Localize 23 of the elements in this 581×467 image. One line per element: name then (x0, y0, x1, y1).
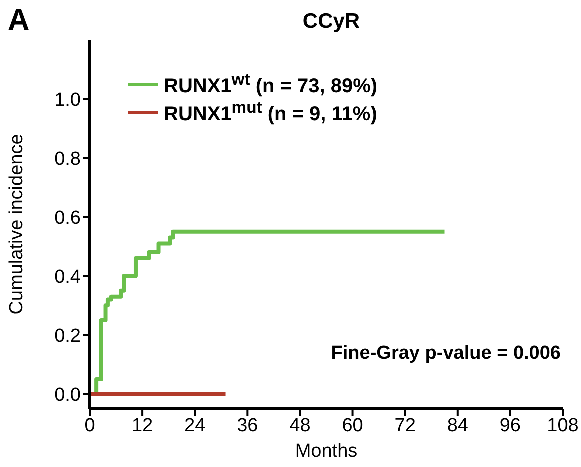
text: A (8, 4, 30, 37)
y-tick-label: 0.6 (54, 208, 81, 229)
y-tick-label: 1.0 (54, 90, 81, 111)
x-tick-label: 48 (290, 415, 311, 436)
chart-title: CCyR (302, 10, 360, 33)
x-tick-label: 0 (84, 415, 96, 436)
x-tick-label: 12 (132, 415, 154, 436)
annotation: Fine-Gray p-value = 0.006 (331, 343, 561, 364)
x-tick-label: 108 (547, 415, 579, 436)
x-tick-label: 84 (447, 415, 469, 436)
y-axis-title: Cumulative incidence (6, 134, 28, 315)
x-tick-label: 60 (342, 415, 364, 436)
y-tick-label: 0.0 (54, 384, 81, 406)
legend-label: RUNX1$^{mut}$ (n = 9, 11%) (164, 98, 378, 126)
y-tick-label: 0.2 (54, 326, 81, 347)
x-tick-label: 24 (184, 415, 206, 436)
x-tick-label: 72 (394, 415, 416, 436)
x-tick-label: 96 (500, 415, 522, 436)
y-tick-label: 0.4 (54, 266, 82, 288)
x-axis-title: Months (295, 441, 358, 462)
legend-label: RUNX1$^{wt}$ (n = 73, 89%) (164, 70, 378, 98)
y-tick-label: 0.8 (54, 148, 81, 170)
x-tick-label: 36 (237, 415, 258, 436)
